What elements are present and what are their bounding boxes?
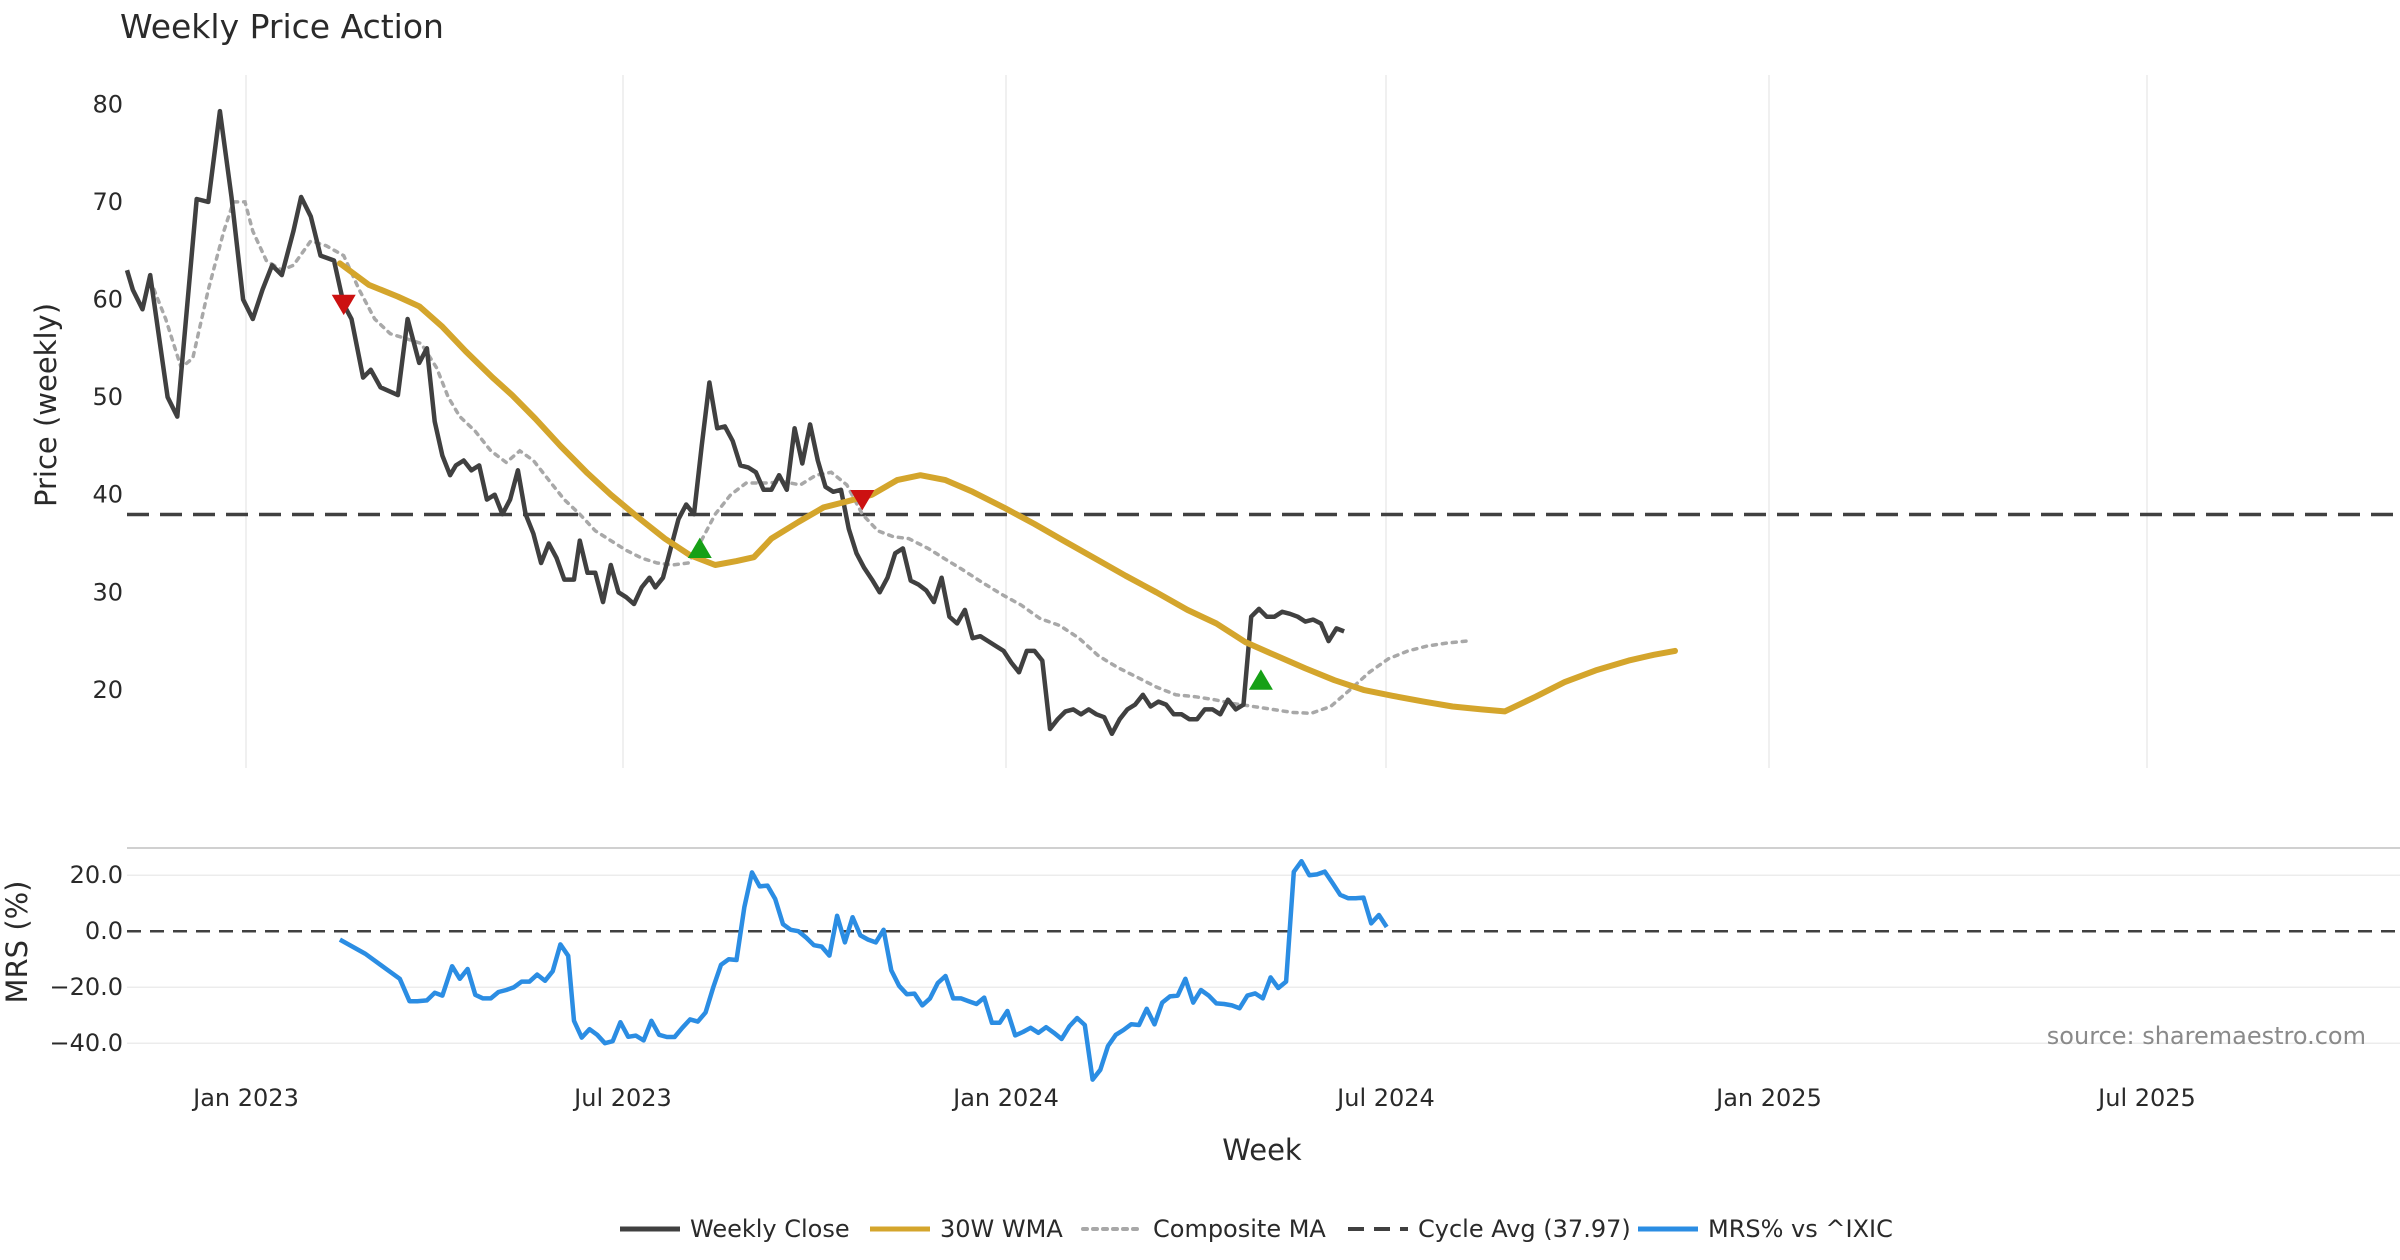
price-ytick-80: 80	[92, 90, 123, 118]
price-ytick-40: 40	[92, 481, 123, 509]
sell-signal-marker-2	[850, 489, 875, 511]
price-ytick-50: 50	[92, 383, 123, 411]
mrs-series-layer	[127, 858, 2400, 1082]
price-series-layer	[124, 108, 2400, 737]
legend-label-30w-wma: 30W WMA	[940, 1215, 1063, 1243]
xtick-jul-2023: Jul 2023	[572, 1084, 672, 1112]
mrs-ytick-3: −40.0	[49, 1029, 123, 1057]
buy-signal-marker-3	[1248, 669, 1273, 690]
source-note: source: sharemaestro.com	[2047, 1022, 2366, 1050]
price-ytick-30: 30	[92, 578, 123, 606]
x-axis-ticks: Jan 2023 Jul 2023 Jan 2024 Jul 2024 Jan 2025…	[191, 1084, 2196, 1112]
price-ytick-20: 20	[92, 676, 123, 704]
mrs-y-axis-label: MRS (%)	[0, 881, 34, 1004]
price-y-axis-label: Price (weekly)	[29, 303, 63, 507]
mrs-y-axis-ticks: 20.0 0.0 −20.0 −40.0	[49, 861, 123, 1057]
mrs-ytick-1: 0.0	[85, 917, 123, 945]
sell-signal-marker-0	[331, 294, 356, 316]
xtick-jul-2025: Jul 2025	[2096, 1084, 2196, 1112]
xtick-jul-2024: Jul 2024	[1335, 1084, 1435, 1112]
price-ytick-70: 70	[92, 188, 123, 216]
price-y-axis-ticks: 20 30 40 50 60 70 80	[92, 90, 123, 704]
mrs-panel-grid	[127, 847, 2400, 1044]
legend-label-mrs-vs-ixic: MRS% vs ^IXIC	[1708, 1215, 1893, 1243]
legend-label-weekly-close: Weekly Close	[690, 1215, 850, 1243]
xtick-jan-2024: Jan 2024	[951, 1084, 1059, 1112]
mrs-ytick-2: −20.0	[49, 973, 123, 1001]
buy-signal-marker-1	[687, 537, 712, 558]
composite-ma-line	[148, 200, 1468, 716]
price-ytick-60: 60	[92, 285, 123, 313]
chart-title: Weekly Price Action	[120, 7, 444, 46]
legend-label-cycle-avg-37-97: Cycle Avg (37.97)	[1418, 1215, 1631, 1243]
weekly-close-line	[124, 108, 1345, 737]
legend: Weekly Close 30W WMA Composite MA Cycle Avg…	[620, 1215, 1893, 1243]
xtick-jan-2023: Jan 2023	[191, 1084, 299, 1112]
mrs-line	[338, 858, 1389, 1082]
x-axis-label: Week	[1222, 1133, 1302, 1167]
price-panel-grid	[245, 75, 2148, 768]
legend-label-composite-ma: Composite MA	[1153, 1215, 1326, 1243]
mrs-ytick-0: 20.0	[70, 861, 123, 889]
wma-30w-line	[336, 260, 1678, 715]
xtick-jan-2025: Jan 2025	[1714, 1084, 1822, 1112]
